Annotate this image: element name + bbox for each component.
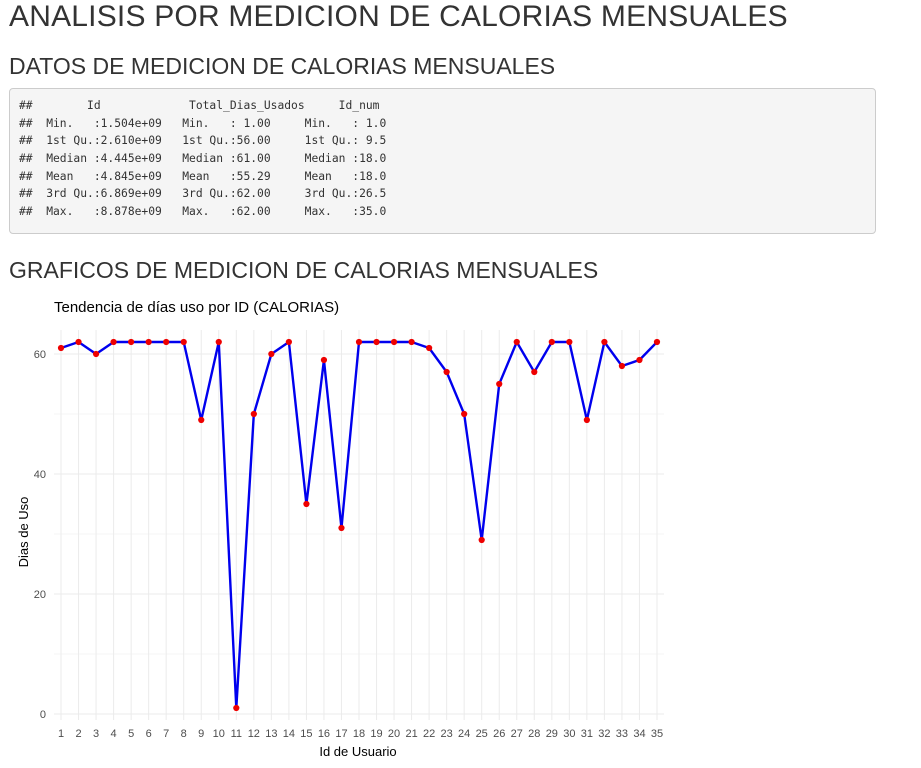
- summary-line: ## 1st Qu.:2.610e+09 1st Qu.:56.00 1st Q…: [19, 134, 400, 148]
- grid-lines: [54, 330, 664, 720]
- summary-line: ## Max. :8.878e+09 Max. :62.00 Max. :35.…: [19, 205, 400, 219]
- data-point: [320, 356, 328, 364]
- x-tick-label: 5: [128, 728, 134, 740]
- x-tick-label: 7: [163, 728, 169, 740]
- x-tick-label: 26: [493, 728, 505, 740]
- data-point: [618, 362, 626, 370]
- data-point: [338, 524, 345, 532]
- chart-title: Tendencia de días uso por ID (CALORIAS): [54, 299, 339, 316]
- x-tick-label: 15: [300, 728, 312, 740]
- data-point: [566, 338, 573, 346]
- x-tick-label: 4: [111, 728, 117, 740]
- data-point: [268, 350, 275, 358]
- x-tick-label: 23: [441, 728, 453, 740]
- x-tick-label: 19: [370, 728, 382, 740]
- x-tick-label: 21: [405, 728, 417, 740]
- data-point: [426, 344, 433, 352]
- x-tick-label: 27: [511, 728, 523, 740]
- x-tick-label: 8: [181, 728, 187, 740]
- data-point: [303, 500, 310, 508]
- data-point: [373, 338, 380, 346]
- x-tick-label: 35: [651, 728, 663, 740]
- x-tick-label: 28: [528, 728, 540, 740]
- x-tick-label: 2: [75, 728, 81, 740]
- summary-line: ## Min. :1.504e+09 Min. : 1.00 Min. : 1.…: [19, 116, 400, 130]
- x-tick-label: 9: [198, 728, 204, 740]
- section-title-chart: GRAFICOS DE MEDICION DE CALORIAS MENSUAL…: [9, 257, 599, 283]
- summary-output: ## Id Total_Dias_Usados Id_num ## Min. :…: [9, 88, 876, 234]
- data-point: [390, 338, 398, 346]
- data-point: [531, 368, 538, 376]
- data-point: [601, 338, 608, 346]
- x-tick-label: 22: [423, 728, 435, 740]
- section-title-data: DATOS DE MEDICION DE CALORIAS MENSUALES: [9, 53, 556, 79]
- data-point: [513, 338, 520, 346]
- x-tick-label: 1: [58, 728, 64, 740]
- summary-line: ## Median :4.445e+09 Median :61.00 Media…: [19, 152, 400, 166]
- page-title: ANALISIS POR MEDICION DE CALORIAS MENSUA…: [9, 0, 788, 33]
- data-point: [408, 338, 415, 346]
- x-tick-label: 11: [231, 728, 242, 740]
- x-tick-label: 32: [598, 728, 610, 740]
- x-tick-label: 25: [476, 728, 488, 740]
- summary-line: ## Id Total_Dias_Usados Id_num: [19, 99, 407, 112]
- x-tick-label: 33: [616, 728, 628, 740]
- data-point: [478, 536, 485, 544]
- x-tick-label: 29: [546, 728, 558, 740]
- x-tick-label: 13: [265, 728, 277, 740]
- data-point: [92, 350, 100, 358]
- summary-line: ## 3rd Qu.:6.869e+09 3rd Qu.:62.00 3rd Q…: [19, 187, 400, 201]
- data-point: [355, 338, 363, 346]
- x-tick-label: 3: [93, 728, 99, 740]
- y-axis-label: Dias de Uso: [16, 497, 31, 568]
- x-tick-label: 24: [458, 728, 470, 740]
- data-point: [215, 338, 222, 346]
- data-point: [461, 410, 468, 418]
- x-tick-label: 10: [213, 728, 225, 740]
- y-tick-label: 40: [34, 469, 46, 481]
- x-tick-label: 17: [335, 728, 347, 740]
- data-point: [233, 704, 240, 712]
- data-point: [653, 338, 661, 346]
- x-tick-label: 6: [146, 728, 152, 740]
- data-point: [75, 338, 82, 346]
- y-tick-label: 0: [40, 709, 46, 721]
- data-point: [285, 338, 292, 346]
- y-tick-label: 60: [34, 349, 46, 361]
- y-tick-label: 20: [34, 589, 46, 601]
- data-point: [443, 368, 450, 376]
- data-point: [548, 338, 555, 346]
- x-tick-label: 18: [353, 728, 365, 740]
- data-point: [636, 356, 643, 364]
- data-point: [163, 338, 170, 346]
- x-tick-label: 31: [581, 728, 593, 740]
- x-tick-label: 20: [388, 728, 400, 740]
- data-point: [583, 416, 590, 424]
- series-layer: [57, 338, 661, 712]
- data-point: [57, 344, 65, 352]
- data-point: [198, 416, 205, 424]
- data-point: [250, 410, 257, 418]
- data-point: [496, 380, 503, 388]
- x-axis-label: Id de Usuario: [319, 744, 396, 759]
- x-tick-label: 16: [318, 728, 330, 740]
- data-point: [110, 338, 117, 346]
- x-tick-label: 12: [248, 728, 260, 740]
- x-tick-label: 34: [633, 728, 645, 740]
- x-tick-label: 14: [283, 728, 295, 740]
- x-tick-label: 30: [563, 728, 575, 740]
- summary-line: ## Mean :4.845e+09 Mean :55.29 Mean :18.…: [19, 169, 400, 183]
- data-point: [145, 338, 152, 346]
- data-point: [180, 338, 187, 346]
- data-point: [128, 338, 135, 346]
